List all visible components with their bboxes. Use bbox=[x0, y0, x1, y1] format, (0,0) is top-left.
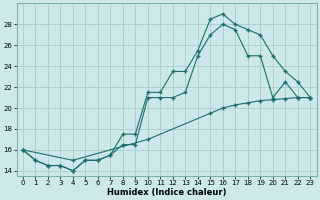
X-axis label: Humidex (Indice chaleur): Humidex (Indice chaleur) bbox=[107, 188, 226, 197]
